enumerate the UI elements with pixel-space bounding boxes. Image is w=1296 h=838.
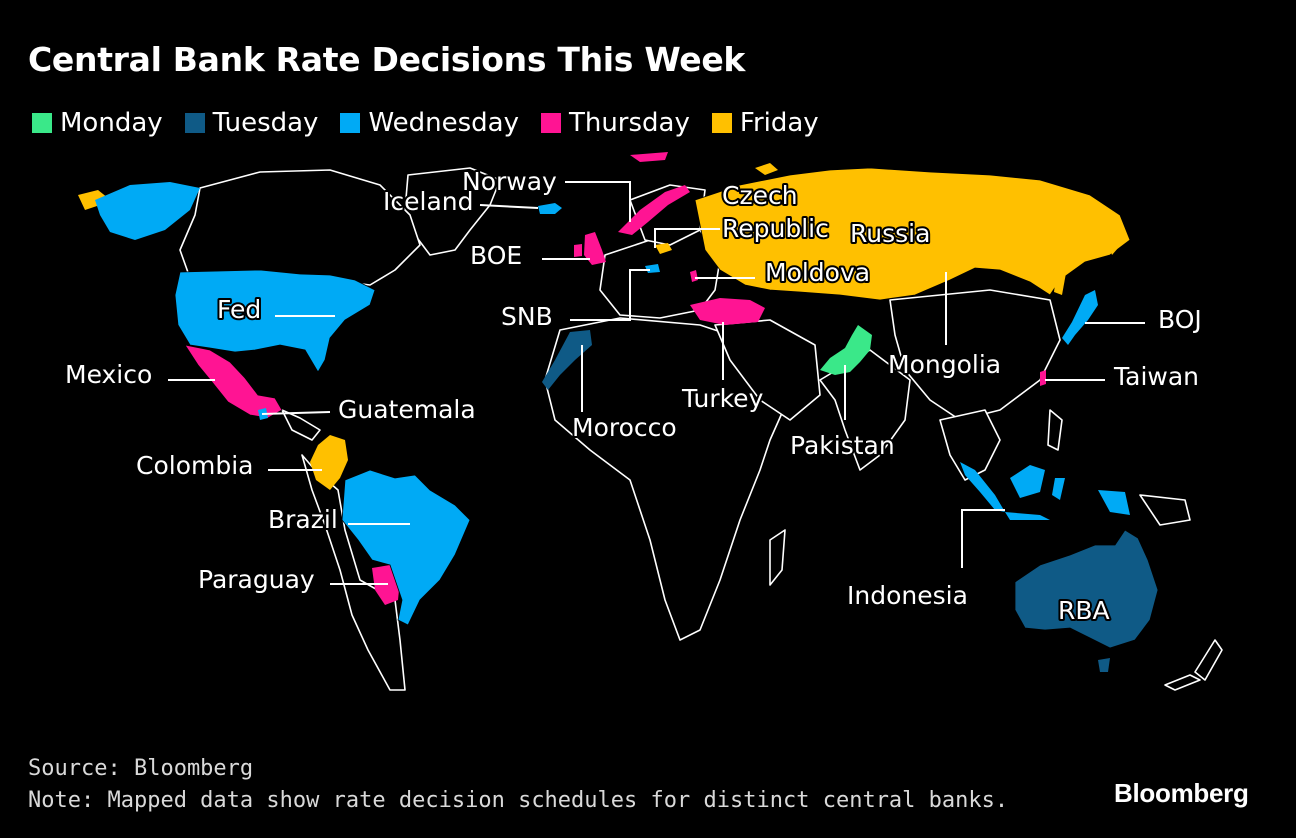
region-brazil (341, 469, 471, 626)
map-labels: Iceland Norway Czech Republic Russia BOE… (63, 165, 1204, 627)
bloomberg-logo: Bloomberg (1114, 778, 1249, 808)
region-morocco (542, 330, 592, 390)
label-fed: Fed (217, 295, 261, 324)
legend-swatch-thursday (540, 113, 561, 133)
footnote: Note: Mapped data show rate decision sch… (28, 788, 1009, 813)
legend-label-wednesday: Wednesday (368, 108, 519, 138)
legend-swatch-tuesday (184, 113, 205, 133)
region-tasmania (1098, 658, 1110, 672)
label-boe: BOE (470, 241, 522, 270)
region-indonesia-borneo (1010, 465, 1045, 498)
land-se-asia (939, 409, 1001, 481)
region-mexico (184, 344, 283, 419)
region-indonesia-sulawesi (1052, 478, 1065, 500)
legend-item-thursday: Thursday (540, 108, 690, 138)
legend-item-wednesday: Wednesday (340, 108, 519, 138)
region-norway (618, 185, 690, 235)
label-iceland: Iceland (383, 187, 473, 216)
label-indonesia: Indonesia (847, 581, 968, 610)
label-moldova: Moldova (765, 258, 870, 287)
legend: Monday Tuesday Wednesday Thursday Friday (32, 108, 819, 138)
land-papua (1139, 494, 1191, 526)
land-south-america (301, 454, 406, 691)
leader-norway (565, 181, 631, 222)
land-canada (179, 169, 421, 286)
label-norway: Norway (462, 167, 557, 196)
region-alaska (78, 190, 108, 210)
label-morocco: Morocco (572, 413, 677, 442)
region-russia-peninsula (1100, 215, 1125, 255)
region-alaska-us (95, 182, 200, 240)
label-czech: Czech (722, 181, 798, 210)
legend-swatch-wednesday (340, 113, 361, 133)
region-russia-sakhalin (1054, 260, 1068, 295)
region-colombia (310, 435, 348, 490)
leader-snb (570, 269, 650, 321)
label-mexico: Mexico (65, 360, 152, 389)
land-new-zealand (1194, 639, 1223, 681)
leader-iceland (479, 204, 539, 209)
leader-czech (654, 228, 720, 248)
region-czech (655, 243, 672, 254)
legend-label-tuesday: Tuesday (212, 108, 319, 138)
label-pakistan: Pakistan (790, 431, 895, 460)
region-ireland (574, 244, 582, 257)
legend-label-thursday: Thursday (568, 108, 690, 138)
region-usa (174, 269, 376, 373)
region-indonesia-sumatra (960, 462, 1005, 512)
region-australia (1014, 529, 1159, 649)
region-taiwan (1040, 370, 1046, 386)
legend-item-tuesday: Tuesday (184, 108, 319, 138)
label-colombia: Colombia (136, 451, 253, 480)
legend-swatch-monday (32, 113, 52, 133)
leader-guatemala (261, 411, 331, 415)
region-japan (1062, 290, 1098, 345)
chart-title: Central Bank Rate Decisions This Week (28, 40, 746, 79)
source-note: Source: Bloomberg (28, 756, 254, 781)
land-middle-east (714, 319, 821, 421)
land-nz-south (1164, 674, 1201, 691)
land-central-america (281, 409, 321, 441)
land-madagascar (769, 529, 786, 586)
region-arctic-islands (755, 163, 778, 175)
label-rba: RBA (1058, 596, 1110, 625)
label-guatemala: Guatemala (338, 395, 476, 424)
land-philippines (1047, 409, 1063, 451)
leader-lines (168, 181, 1145, 585)
leader-indonesia (961, 509, 1005, 568)
label-turkey: Turkey (681, 384, 764, 413)
region-svalbard (630, 152, 668, 162)
region-russia (694, 167, 1131, 301)
legend-swatch-friday (711, 113, 732, 133)
legend-label-monday: Monday (60, 108, 163, 138)
label-paraguay: Paraguay (198, 565, 315, 594)
land-south-asia (819, 349, 911, 471)
land-east-asia (889, 289, 1061, 421)
base-land (179, 167, 1223, 691)
label-brazil: Brazil (268, 505, 338, 534)
legend-label-friday: Friday (739, 108, 819, 138)
legend-item-monday: Monday (32, 108, 163, 138)
legend-item-friday: Friday (711, 108, 819, 138)
label-mongolia: Mongolia (888, 350, 1001, 379)
label-russia: Russia (850, 219, 930, 248)
label-boj: BOJ (1158, 305, 1202, 334)
region-uk (584, 232, 606, 265)
region-iceland (538, 203, 562, 214)
label-taiwan: Taiwan (1113, 362, 1199, 391)
label-snb: SNB (501, 302, 553, 331)
region-indonesia-papua (1098, 490, 1130, 515)
region-turkey (690, 298, 765, 325)
region-pakistan (820, 325, 872, 375)
region-indonesia-java (1005, 512, 1050, 520)
highlighted-countries (78, 152, 1159, 672)
label-republic: Republic (722, 214, 829, 243)
